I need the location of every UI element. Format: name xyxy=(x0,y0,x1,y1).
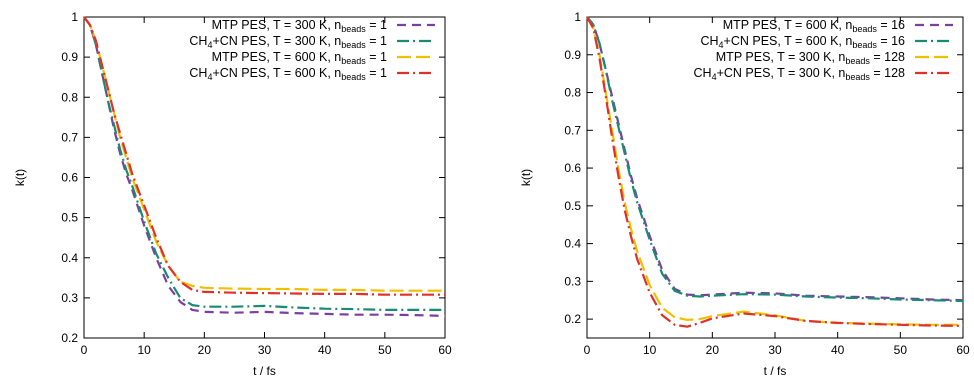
legend-label-2: CH4+CN PES, T = 600 K, nbeads = 16 xyxy=(700,34,905,50)
y-tick-label: 0.5 xyxy=(61,211,78,225)
x-tick-label: 40 xyxy=(318,343,332,357)
series-line-2 xyxy=(83,16,445,311)
y-axis-label: k(t) xyxy=(519,169,533,186)
series-line-3 xyxy=(586,16,963,326)
x-tick-label: 10 xyxy=(137,343,151,357)
y-tick-label: 0.6 xyxy=(61,171,78,185)
y-tick-label: 0.4 xyxy=(61,251,78,265)
y-tick-label: 0.2 xyxy=(61,331,78,345)
y-tick-label: 0.5 xyxy=(564,199,581,213)
y-tick-label: 0.3 xyxy=(61,291,78,305)
legend-label-1: MTP PES, T = 300 K, nbeads = 1 xyxy=(212,18,387,34)
x-tick-label: 60 xyxy=(438,343,452,357)
series-line-2 xyxy=(586,16,964,303)
x-tick-label: 60 xyxy=(956,343,970,357)
x-tick-label: 20 xyxy=(198,343,212,357)
y-tick-label: 0.3 xyxy=(564,274,581,288)
x-tick-label: 40 xyxy=(831,343,845,357)
x-axis-label: t / fs xyxy=(764,364,787,378)
y-tick-label: 1 xyxy=(574,10,581,24)
y-tick-label: 1 xyxy=(71,10,78,24)
x-tick-label: 30 xyxy=(258,343,272,357)
y-axis-label: k(t) xyxy=(13,169,27,186)
x-tick-label: 50 xyxy=(378,343,392,357)
legend-label-4: CH4+CN PES, T = 300 K, nbeads = 128 xyxy=(694,66,906,82)
y-tick-label: 0.9 xyxy=(61,50,78,64)
y-tick-label: 0.8 xyxy=(564,86,581,100)
y-tick-label: 0.7 xyxy=(564,123,581,137)
x-tick-label: 50 xyxy=(894,343,908,357)
legend-label-2: CH4+CN PES, T = 300 K, nbeads = 1 xyxy=(189,34,387,50)
y-tick-label: 0.6 xyxy=(564,161,581,175)
x-tick-label: 30 xyxy=(768,343,782,357)
x-axis-label: t / fs xyxy=(253,364,276,378)
panel-left: 0 10 20 30 40 50 60 0.2 0.3 0.4 0.5 0.6 0.7 0.8 0.9 1 t … xyxy=(13,10,452,378)
y-tick-label: 0.2 xyxy=(564,312,581,326)
x-tick-label: 10 xyxy=(643,343,657,357)
series-line-1 xyxy=(83,16,446,317)
panel-right: 0 10 20 30 40 50 60 0.2 0.3 0.4 0.5 0.6 0.7 0.8 0.9 1 t … xyxy=(519,10,970,378)
y-tick-label: 0.8 xyxy=(61,90,78,104)
y-tick-label: 0.4 xyxy=(564,237,581,251)
legend-label-3: MTP PES, T = 600 K, nbeads = 1 xyxy=(212,50,387,66)
legend-label-1: MTP PES, T = 600 K, nbeads = 16 xyxy=(723,18,905,34)
legend-label-3: MTP PES, T = 300 K, nbeads = 128 xyxy=(716,50,905,66)
y-tick-label: 0.9 xyxy=(564,48,581,62)
series-line-4 xyxy=(83,16,445,296)
x-tick-label: 20 xyxy=(706,343,720,357)
x-tick-label: 0 xyxy=(81,343,88,357)
x-tick-label: 0 xyxy=(584,343,591,357)
y-tick-label: 0.7 xyxy=(61,130,78,144)
series-line-4 xyxy=(586,16,964,328)
legend-label-4: CH4+CN PES, T = 600 K, nbeads = 1 xyxy=(189,66,387,82)
